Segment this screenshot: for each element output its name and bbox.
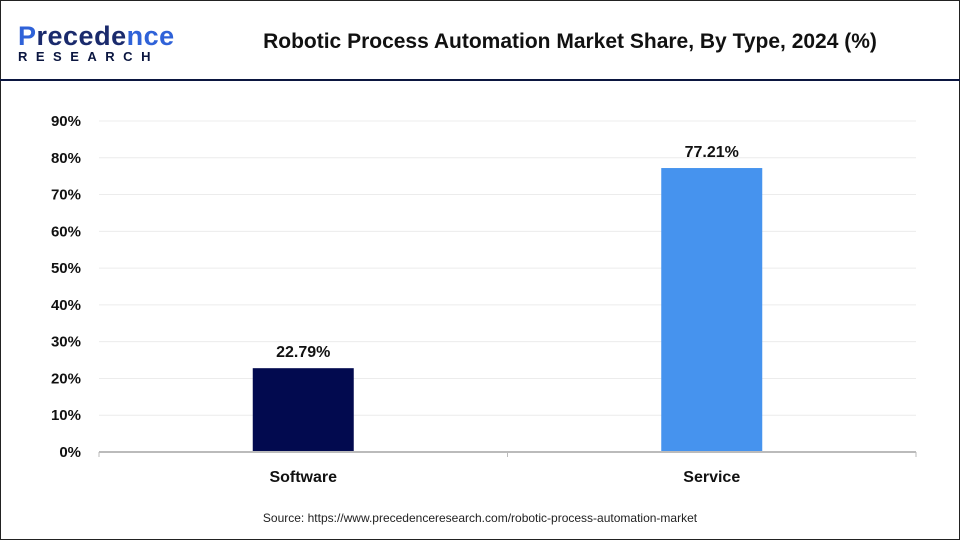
data-label: 22.79% <box>276 344 330 361</box>
source-text: Source: https://www.precedenceresearch.c… <box>262 511 698 525</box>
y-tick-label: 70% <box>51 187 81 204</box>
x-category-label: Software <box>269 469 337 486</box>
header: Precedence RESEARCH Robotic Process Auto… <box>0 0 960 81</box>
bar-software <box>252 368 354 452</box>
y-tick-label: 60% <box>51 223 81 240</box>
precedence-research-logo: Precedence RESEARCH <box>18 22 175 64</box>
y-tick-label: 80% <box>51 150 81 167</box>
chart-title: Robotic Process Automation Market Share,… <box>263 30 877 53</box>
x-category-label: Service <box>683 469 740 486</box>
logo-subtext: RESEARCH <box>18 49 159 64</box>
logo-letter: P <box>18 21 37 51</box>
y-tick-label: 10% <box>51 407 81 424</box>
y-tick-label: 20% <box>51 370 81 387</box>
bar-service <box>661 168 763 453</box>
y-tick-label: 30% <box>51 334 81 351</box>
y-tick-label: 40% <box>51 297 81 314</box>
y-tick-label: 90% <box>51 113 81 130</box>
logo-text-a: recede <box>36 21 127 51</box>
y-tick-label: 0% <box>59 444 81 461</box>
logo-text-b: nce <box>126 21 175 51</box>
data-label: 77.21% <box>685 144 739 161</box>
y-tick-label: 50% <box>51 260 81 277</box>
